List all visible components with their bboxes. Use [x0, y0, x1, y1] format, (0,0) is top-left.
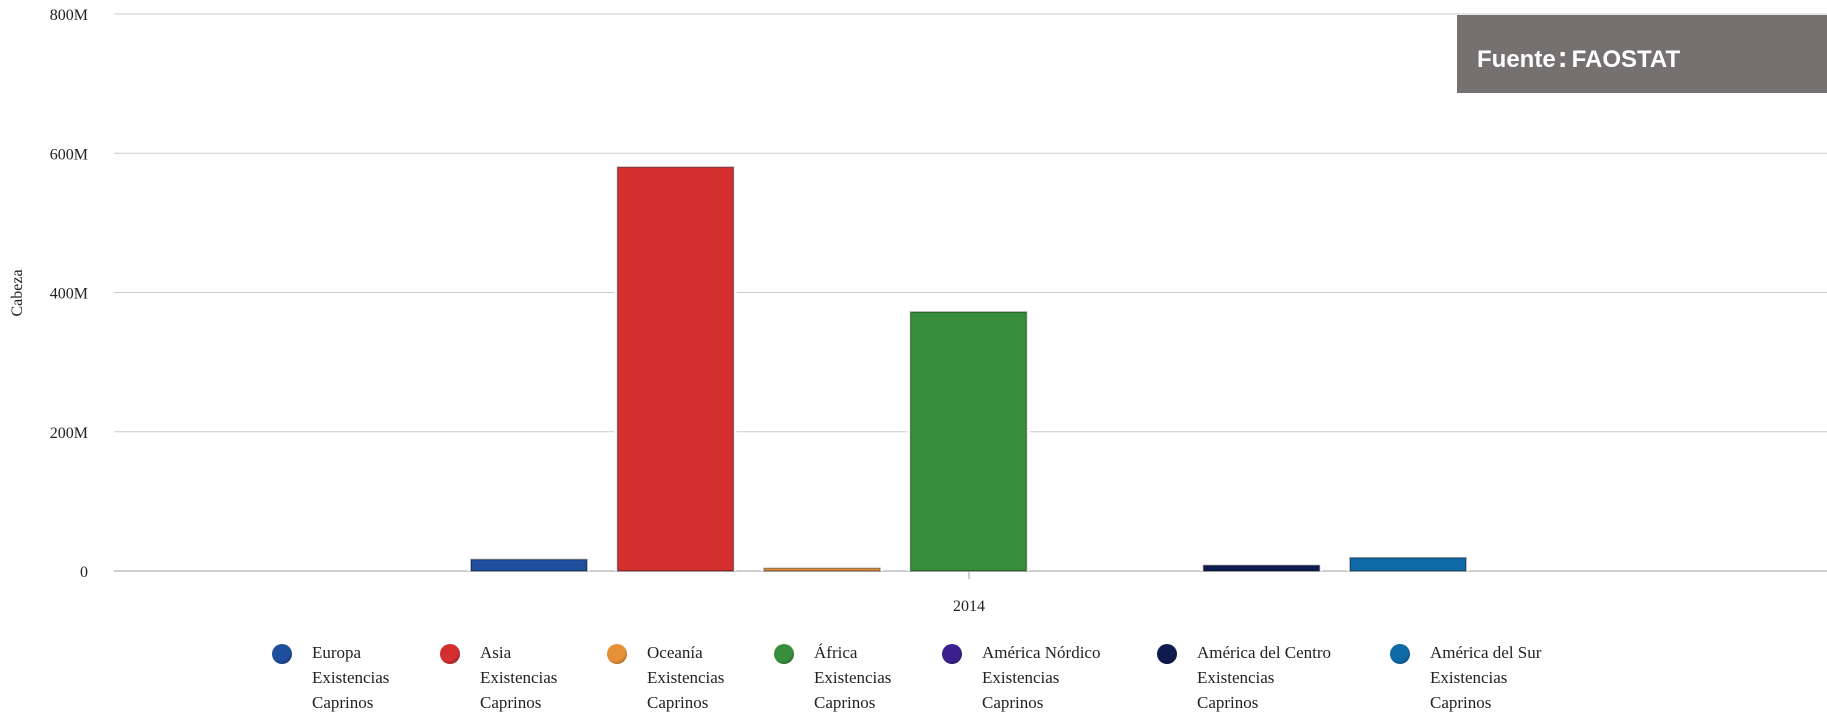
bar-am-rica-del-sur[interactable]: [1349, 557, 1467, 572]
legend-marker: [1390, 644, 1410, 664]
legend-label-line: Europa: [312, 643, 362, 662]
legend-label-line: Existencias: [312, 668, 390, 687]
source-box: Fuente: FAOSTAT: [1457, 15, 1827, 93]
y-axis-title: Cabeza: [9, 269, 26, 316]
y-tick-label: 0: [80, 564, 88, 581]
legend-label-line: América Nórdico: [982, 643, 1101, 662]
legend-marker: [607, 644, 627, 664]
legend-label: África Existencias Caprinos: [814, 640, 891, 715]
legend-label-line: Caprinos: [647, 693, 709, 712]
source-value: FAOSTAT: [1571, 46, 1681, 73]
y-tick-label: 600M: [50, 146, 88, 163]
y-tick-label: 800M: [50, 7, 88, 24]
legend-label-line: Existencias: [480, 668, 558, 687]
legend-label: América del Sur Existencias Caprinos: [1430, 640, 1541, 715]
source-text: Fuente: FAOSTAT: [1477, 41, 1680, 75]
legend-label: Oceanía Existencias Caprinos: [647, 640, 724, 715]
bar-ocean-a[interactable]: [763, 567, 881, 572]
bar-chart: 0 200M 400M 600M 800M 2014 Cabeza: [9, 7, 1827, 615]
legend-label-line: Caprinos: [814, 693, 876, 712]
legend-item[interactable]: Europa Existencias Caprinos: [272, 640, 389, 715]
bar-asia[interactable]: [616, 166, 735, 572]
legend-label-line: América del Sur: [1430, 643, 1542, 662]
source-label: Fuente: [1477, 46, 1556, 73]
legend-label-line: Asia: [480, 643, 512, 662]
legend-label: América Nórdico Existencias Caprinos: [982, 640, 1100, 715]
legend-label-line: Caprinos: [1197, 693, 1259, 712]
bar-europa[interactable]: [470, 558, 588, 572]
x-tick-label: 2014: [953, 598, 985, 615]
legend-item[interactable]: América Nórdico Existencias Caprinos: [942, 640, 1100, 715]
legend-marker: [942, 644, 962, 664]
bar--frica[interactable]: [909, 311, 1028, 572]
legend-label: América del Centro Existencias Caprinos: [1197, 640, 1331, 715]
legend-label-line: Caprinos: [982, 693, 1044, 712]
legend-marker: [1157, 644, 1177, 664]
legend-marker: [440, 644, 460, 664]
bars: [468, 165, 1469, 572]
legend-label-line: Caprinos: [480, 693, 542, 712]
x-axis: 2014: [953, 571, 985, 615]
legend-item[interactable]: Asia Existencias Caprinos: [440, 640, 557, 715]
legend-marker: [774, 644, 794, 664]
bar-am-rica-del-centro[interactable]: [1202, 564, 1321, 572]
legend-label: Asia Existencias Caprinos: [480, 640, 557, 715]
legend-marker: [272, 644, 292, 664]
source-colon: :: [1557, 41, 1568, 74]
legend-label-line: Existencias: [1197, 668, 1275, 687]
legend-label-line: Existencias: [814, 668, 892, 687]
legend-label: Europa Existencias Caprinos: [312, 640, 389, 715]
legend-label-line: Oceanía: [647, 643, 703, 662]
legend-item[interactable]: América del Sur Existencias Caprinos: [1390, 640, 1541, 715]
legend-label-line: Existencias: [1430, 668, 1508, 687]
y-tick-label: 400M: [50, 286, 88, 303]
legend: Europa Existencias Caprinos Asia Existencias…: [0, 640, 1827, 718]
legend-label-line: África: [814, 643, 858, 662]
legend-label-line: Existencias: [982, 668, 1060, 687]
gridlines: [114, 13, 1827, 572]
legend-item[interactable]: América del Centro Existencias Caprinos: [1157, 640, 1331, 715]
legend-item[interactable]: África Existencias Caprinos: [774, 640, 891, 715]
legend-item[interactable]: Oceanía Existencias Caprinos: [607, 640, 724, 715]
legend-label-line: Existencias: [647, 668, 725, 687]
legend-label-line: Caprinos: [1430, 693, 1492, 712]
y-tick-label: 200M: [50, 425, 88, 442]
legend-label-line: Caprinos: [312, 693, 374, 712]
y-axis-tick-labels: 0 200M 400M 600M 800M: [50, 7, 88, 581]
legend-label-line: América del Centro: [1197, 643, 1332, 662]
